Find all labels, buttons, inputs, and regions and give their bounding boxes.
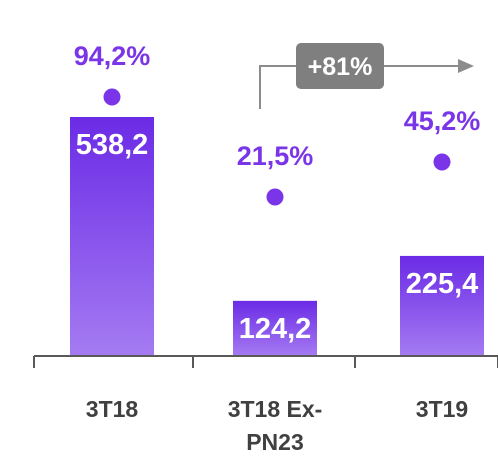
ratio-dot (433, 153, 451, 171)
ratio-dot (103, 88, 121, 106)
bar-2 (233, 300, 317, 356)
ratio-label: 45,2% (404, 106, 481, 136)
ratio-dot (266, 188, 284, 206)
growth-annotation: +81% (259, 43, 474, 109)
x-axis-ticks (33, 356, 498, 368)
ratio-label: 94,2% (74, 41, 151, 71)
category-labels: 3T18 3T18 Ex- PN23 3T19 (86, 396, 468, 455)
category-label: 3T18 Ex- (228, 396, 323, 422)
bars-layer: 538,2 124,2 225,4 (70, 117, 484, 356)
bar-value-label: 124,2 (239, 313, 312, 345)
growth-badge (296, 43, 384, 89)
category-label: 3T18 (86, 396, 139, 422)
growth-arrow-head (458, 59, 474, 73)
growth-label: +81% (308, 53, 373, 81)
x-axis (33, 355, 498, 368)
growth-bracket-line (259, 65, 296, 109)
ratio-label: 21,5% (237, 141, 314, 171)
bar-value-label: 225,4 (406, 268, 479, 300)
bar-3 (400, 255, 484, 356)
category-label: PN23 (246, 429, 304, 455)
ratios-layer: 94,2% 21,5% 45,2% (74, 41, 481, 206)
category-label: 3T19 (416, 396, 468, 422)
bar-1 (70, 117, 154, 356)
bar-value-label: 538,2 (76, 129, 149, 161)
